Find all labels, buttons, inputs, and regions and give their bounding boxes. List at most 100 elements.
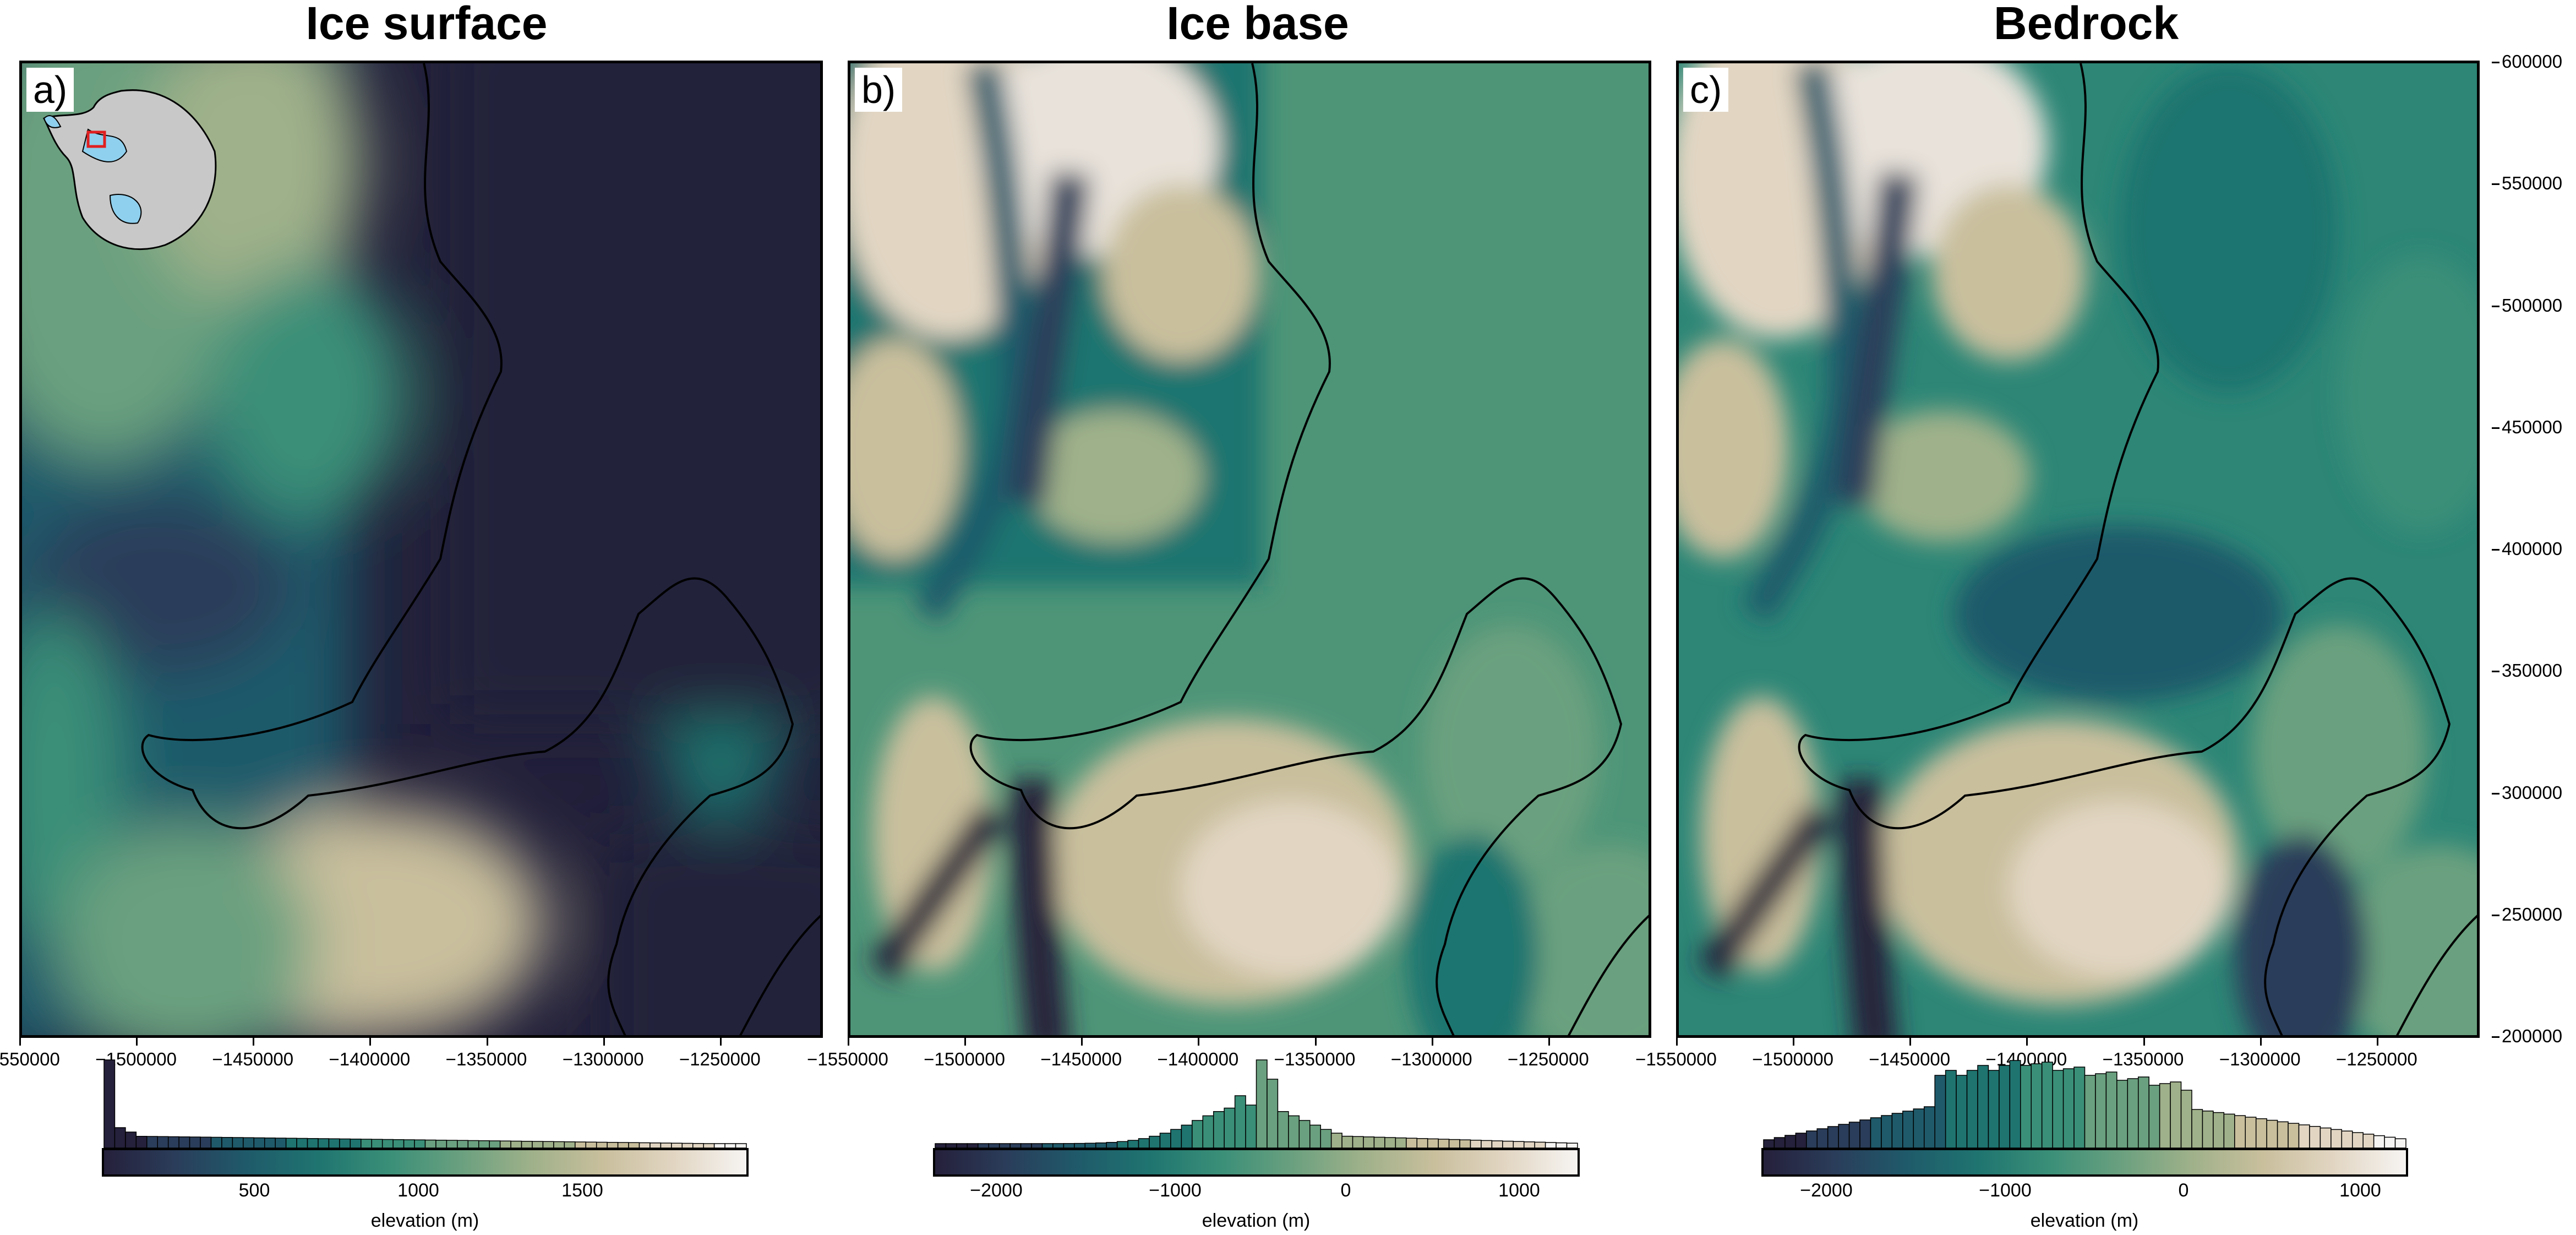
histogram-bar [1170, 1129, 1182, 1149]
histogram-bar [178, 1136, 190, 1149]
histogram-bar [1913, 1108, 1925, 1149]
map-panel-bedrock: c) [1676, 61, 2480, 1038]
histogram-bar [446, 1140, 458, 1149]
histogram-bar [1566, 1142, 1578, 1149]
histogram-bar [2213, 1112, 2225, 1149]
histogram-bar [1213, 1111, 1225, 1149]
histogram-bar [1470, 1140, 1482, 1149]
bedrock-grid [1679, 63, 2477, 1035]
histogram-bar [232, 1137, 244, 1149]
x-tick-mark [2143, 1038, 2145, 1046]
x-tick-mark [136, 1038, 138, 1046]
x-tick-label: −1300000 [562, 1049, 644, 1069]
histogram-bar [1491, 1140, 1503, 1149]
x-tick-mark [1198, 1038, 1200, 1046]
histogram-bar [2362, 1134, 2375, 1149]
map-panel-ice-base: b) [848, 61, 1651, 1038]
x-tick-label: −1450000 [1040, 1049, 1122, 1069]
colorbar-ice-surface [102, 1148, 749, 1177]
histogram-bar [414, 1139, 426, 1149]
histogram-bar [275, 1138, 287, 1149]
x-tick-label: −1300000 [1390, 1049, 1472, 1069]
histogram-bar [1534, 1141, 1546, 1149]
histogram-bar [2170, 1081, 2182, 1149]
histogram-bar [1309, 1124, 1321, 1149]
y-tick-mark [2492, 1036, 2499, 1038]
histogram-bar [103, 1059, 116, 1149]
histogram-bar [1074, 1142, 1086, 1149]
x-tick-mark [1548, 1038, 1550, 1046]
histogram-bar [2180, 1090, 2192, 1149]
histogram-bar [1524, 1141, 1535, 1149]
histogram-bar [692, 1143, 704, 1149]
x-tick-label: −1500000 [1752, 1049, 1833, 1069]
histogram-bar [2116, 1080, 2129, 1149]
histogram-bar [221, 1137, 233, 1149]
colorbar-tick: 0 [1340, 1180, 1351, 1201]
histogram-bar [2223, 1113, 2235, 1149]
antarctica-inset-map [42, 89, 217, 251]
histogram-bar [1459, 1139, 1471, 1149]
histogram-bar [189, 1136, 201, 1149]
histogram-bar [2352, 1132, 2364, 1149]
histogram-bar [2062, 1068, 2075, 1149]
histogram-bar [1330, 1133, 1342, 1149]
histogram-bar [1245, 1105, 1257, 1149]
colorbar-tick: 1500 [561, 1180, 603, 1201]
histogram-bar [1945, 1070, 1957, 1149]
histogram-bar [2148, 1085, 2160, 1149]
histogram-bar [510, 1140, 522, 1149]
histogram-bar [1192, 1120, 1204, 1149]
colorbar-tick: −2000 [970, 1180, 1023, 1201]
x-tick-label: −1400000 [329, 1049, 411, 1069]
histogram-bar [1902, 1111, 1914, 1149]
histogram-bar [1427, 1138, 1439, 1149]
colorbar-tick: 1000 [397, 1180, 439, 1201]
x-tick-label: −1250000 [679, 1049, 761, 1069]
histogram-bar [114, 1127, 126, 1149]
ice-base-grid [850, 63, 1649, 1035]
x-tick-label: −1550000 [1635, 1049, 1717, 1069]
histogram-bar [1020, 1143, 1032, 1149]
histogram-bar [1544, 1142, 1557, 1149]
histogram-bar [596, 1141, 608, 1149]
histogram-bar [296, 1138, 308, 1149]
histogram-bar [1827, 1126, 1839, 1149]
inset-location-box [86, 130, 106, 148]
histogram-bar [988, 1143, 1000, 1149]
histograms [103, 1059, 2406, 1149]
histogram-bar [200, 1136, 212, 1149]
histogram-bar [564, 1141, 576, 1149]
y-tick-label: 250000 [2502, 904, 2563, 924]
panel-label-b: b) [855, 68, 903, 112]
histogram-bar [1084, 1142, 1096, 1149]
histogram-bar [521, 1141, 533, 1149]
colorbar-bedrock [1761, 1148, 2408, 1177]
histogram-bar [1848, 1122, 1860, 1149]
x-tick-mark [1793, 1038, 1795, 1046]
x-tick-mark [253, 1038, 255, 1046]
y-tick-label: 400000 [2502, 538, 2563, 559]
histogram-bar [1870, 1117, 1882, 1149]
histogram-bar [1773, 1137, 1786, 1149]
histogram-bar [1288, 1115, 1300, 1149]
histogram-bar [318, 1138, 330, 1149]
x-tick-mark [603, 1038, 605, 1046]
histogram-bar [650, 1142, 662, 1149]
histogram-bar [1341, 1135, 1354, 1149]
x-tick-label: −1350000 [445, 1049, 527, 1069]
x-tick-label: −1450000 [212, 1049, 294, 1069]
x-tick-mark [2376, 1038, 2378, 1046]
histogram-bar [467, 1140, 479, 1149]
histogram-bar [638, 1142, 651, 1149]
y-tick-mark [2492, 62, 2499, 63]
histogram-bar [956, 1143, 968, 1149]
y-tick-label: 450000 [2502, 416, 2563, 437]
histogram-bar [361, 1139, 372, 1149]
x-tick-label: −1550000 [807, 1049, 888, 1069]
histogram-bar [607, 1142, 619, 1149]
x-tick-label: −1350000 [2102, 1049, 2184, 1069]
histogram-bar [660, 1142, 672, 1149]
histogram-bar [253, 1137, 265, 1149]
colorbar-ice-base [933, 1148, 1580, 1177]
